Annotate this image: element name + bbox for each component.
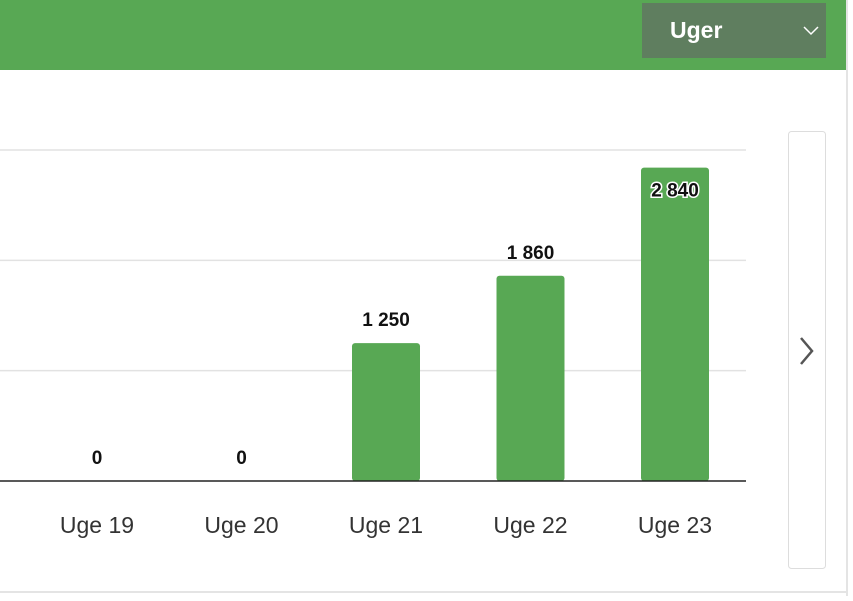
next-button[interactable] (788, 131, 826, 569)
value-label: 0 (236, 448, 247, 469)
x-tick-label: Uge 20 (204, 512, 278, 538)
chart: Uge 19 0 Uge 20 0 Uge 21 1 250 Uge 22 1 860 Uge … (0, 149, 746, 538)
x-tick-label: Uge 21 (349, 512, 423, 538)
dropdown[interactable] (642, 3, 826, 58)
dropdown-label[interactable]: Uger (670, 17, 722, 43)
dropdown-chevron (803, 26, 819, 36)
value-label: 1 860 (507, 243, 555, 264)
x-tick-label: Uge 19 (60, 512, 134, 538)
bar (352, 343, 420, 481)
bar (641, 167, 709, 482)
next-chevron[interactable] (800, 337, 814, 365)
x-tick-label: Uge 22 (493, 512, 567, 538)
x-tick-label: Uge 23 (638, 512, 712, 538)
bar (496, 275, 565, 481)
value-label: 2 840 (651, 181, 699, 202)
value-label: 0 (92, 448, 103, 469)
value-label: 1 250 (362, 310, 410, 331)
